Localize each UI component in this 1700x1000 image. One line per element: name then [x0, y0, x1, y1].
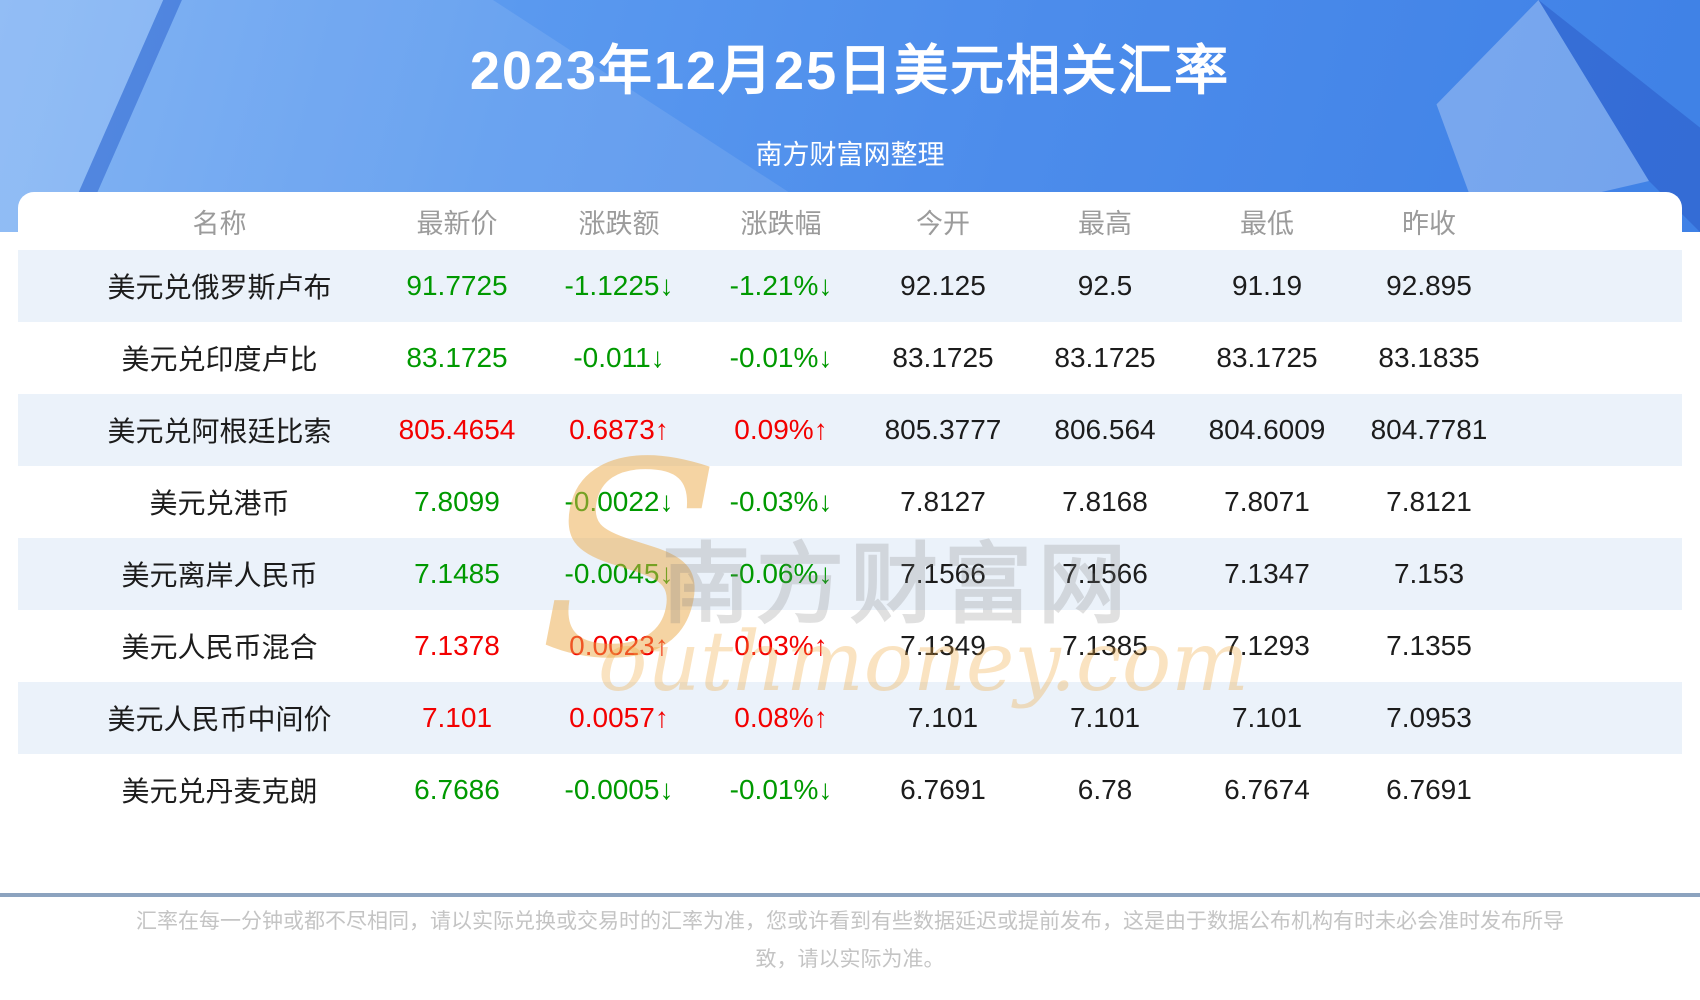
latest-cell: 7.1378 [414, 630, 500, 661]
column-header: 涨跌幅 [740, 208, 822, 239]
name-cell: 美元兑丹麦克朗 [121, 776, 318, 807]
column-header: 最高 [1078, 208, 1132, 239]
open-cell: 7.1566 [900, 558, 986, 589]
high-cell: 7.8168 [1062, 486, 1148, 517]
table-body: 美元兑俄罗斯卢布 91.7725 -1.1225↓ -1.21%↓ 92.125 92.5… [18, 250, 1682, 826]
table-row: 美元兑印度卢比 83.1725 -0.011↓ -0.01%↓ 83.1725 83.17… [18, 322, 1682, 394]
high-cell: 7.101 [1069, 702, 1141, 733]
spacer-cell [1510, 322, 1682, 394]
high-cell: 7.1385 [1062, 630, 1148, 661]
low-cell: 804.6009 [1208, 414, 1326, 445]
prev-close-cell: 7.0953 [1386, 702, 1472, 733]
spacer-cell [1510, 538, 1682, 610]
rates-table-card: 名称 最新价 涨跌额 涨跌幅 今开 最高 最低 昨收 美元兑俄罗斯卢布 91.7725 -1.12… [18, 192, 1682, 828]
latest-cell: 83.1725 [406, 342, 508, 373]
low-cell: 6.7674 [1224, 774, 1310, 805]
name-cell: 美元兑港币 [149, 488, 290, 519]
low-cell: 83.1725 [1216, 342, 1318, 373]
latest-cell: 7.8099 [414, 486, 500, 517]
change-cell: -0.0045↓ [564, 558, 674, 589]
change-pct-cell: 0.03%↑ [734, 630, 828, 661]
spacer-cell [1510, 682, 1682, 754]
low-cell: 7.8071 [1224, 486, 1310, 517]
spacer-cell [1510, 610, 1682, 682]
latest-cell: 7.1485 [414, 558, 500, 589]
high-cell: 6.78 [1077, 774, 1133, 805]
change-cell: 0.0057↑ [569, 702, 669, 733]
open-cell: 92.125 [900, 270, 986, 301]
latest-cell: 6.7686 [414, 774, 500, 805]
change-pct-cell: -0.03%↓ [729, 486, 833, 517]
spacer-cell [1510, 394, 1682, 466]
table-row: 美元兑俄罗斯卢布 91.7725 -1.1225↓ -1.21%↓ 92.125 92.5… [18, 250, 1682, 322]
table-header-row: 名称 最新价 涨跌额 涨跌幅 今开 最高 最低 昨收 [18, 192, 1682, 250]
rates-table: 名称 最新价 涨跌额 涨跌幅 今开 最高 最低 昨收 美元兑俄罗斯卢布 91.7725 -1.12… [18, 192, 1682, 826]
open-cell: 6.7691 [900, 774, 986, 805]
low-cell: 7.101 [1231, 702, 1303, 733]
name-cell: 美元兑阿根廷比索 [107, 416, 332, 447]
open-cell: 7.8127 [900, 486, 986, 517]
page-subtitle: 南方财富网整理 [755, 140, 945, 170]
spacer-cell [1510, 250, 1682, 322]
prev-close-cell: 7.1355 [1386, 630, 1472, 661]
prev-close-cell: 7.153 [1393, 558, 1465, 589]
low-cell: 7.1293 [1224, 630, 1310, 661]
high-cell: 92.5 [1077, 270, 1133, 301]
change-pct-cell: -0.01%↓ [729, 342, 833, 373]
change-pct-cell: 0.08%↑ [734, 702, 828, 733]
open-cell: 7.101 [907, 702, 979, 733]
latest-cell: 91.7725 [406, 270, 508, 301]
high-cell: 806.564 [1054, 414, 1156, 445]
column-header: 最低 [1240, 208, 1294, 239]
change-cell: -0.0022↓ [564, 486, 674, 517]
column-header: 最新价 [416, 208, 498, 239]
open-cell: 805.3777 [884, 414, 1002, 445]
column-header: 昨收 [1402, 208, 1456, 239]
name-cell: 美元兑俄罗斯卢布 [107, 272, 332, 303]
table-row: 美元兑阿根廷比索 805.4654 0.6873↑ 0.09%↑ 805.3777 806… [18, 394, 1682, 466]
column-header: 名称 [192, 208, 247, 239]
table-row: 美元兑港币 7.8099 -0.0022↓ -0.03%↓ 7.8127 7.8168 7.… [18, 466, 1682, 538]
column-header: 今开 [916, 208, 970, 239]
high-cell: 83.1725 [1054, 342, 1156, 373]
spacer-cell [1510, 754, 1682, 826]
high-cell: 7.1566 [1062, 558, 1148, 589]
change-cell: -0.0005↓ [564, 774, 674, 805]
header-banner: 2023年12月25日美元相关汇率 南方财富网整理 [0, 0, 1700, 232]
page-title: 2023年12月25日美元相关汇率 [469, 41, 1231, 101]
change-cell: -0.011↓ [573, 342, 665, 373]
prev-close-cell: 83.1835 [1378, 342, 1480, 373]
column-header: 涨跌额 [578, 208, 660, 239]
prev-close-cell: 6.7691 [1386, 774, 1472, 805]
name-cell: 美元兑印度卢比 [121, 344, 318, 375]
change-cell: 0.0023↑ [569, 630, 669, 661]
change-cell: 0.6873↑ [569, 414, 669, 445]
change-pct-cell: 0.09%↑ [734, 414, 828, 445]
table-row: 美元人民币混合 7.1378 0.0023↑ 0.03%↑ 7.1349 7.1385 7.… [18, 610, 1682, 682]
spacer-cell [1510, 466, 1682, 538]
low-cell: 7.1347 [1224, 558, 1310, 589]
change-pct-cell: -1.21%↓ [729, 270, 833, 301]
footer-divider [0, 893, 1700, 897]
change-cell: -1.1225↓ [564, 270, 674, 301]
spacer-cell [1510, 192, 1682, 250]
open-cell: 83.1725 [892, 342, 994, 373]
prev-close-cell: 7.8121 [1386, 486, 1472, 517]
table-row: 美元兑丹麦克朗 6.7686 -0.0005↓ -0.01%↓ 6.7691 6.78 6.… [18, 754, 1682, 826]
table-row: 美元离岸人民币 7.1485 -0.0045↓ -0.06%↓ 7.1566 7.1566… [18, 538, 1682, 610]
prev-close-cell: 92.895 [1386, 270, 1472, 301]
prev-close-cell: 804.7781 [1370, 414, 1488, 445]
low-cell: 91.19 [1231, 270, 1303, 301]
latest-cell: 805.4654 [398, 414, 516, 445]
change-pct-cell: -0.01%↓ [729, 774, 833, 805]
latest-cell: 7.101 [421, 702, 493, 733]
open-cell: 7.1349 [900, 630, 986, 661]
name-cell: 美元离岸人民币 [121, 560, 318, 591]
name-cell: 美元人民币中间价 [107, 704, 332, 735]
name-cell: 美元人民币混合 [121, 632, 318, 663]
table-row: 美元人民币中间价 7.101 0.0057↑ 0.08%↑ 7.101 7.101 7.10… [18, 682, 1682, 754]
change-pct-cell: -0.06%↓ [729, 558, 833, 589]
disclaimer-text: 汇率在每一分钟或都不尽相同，请以实际兑换或交易时的汇率为准，您或许看到有些数据延… [136, 910, 1564, 971]
